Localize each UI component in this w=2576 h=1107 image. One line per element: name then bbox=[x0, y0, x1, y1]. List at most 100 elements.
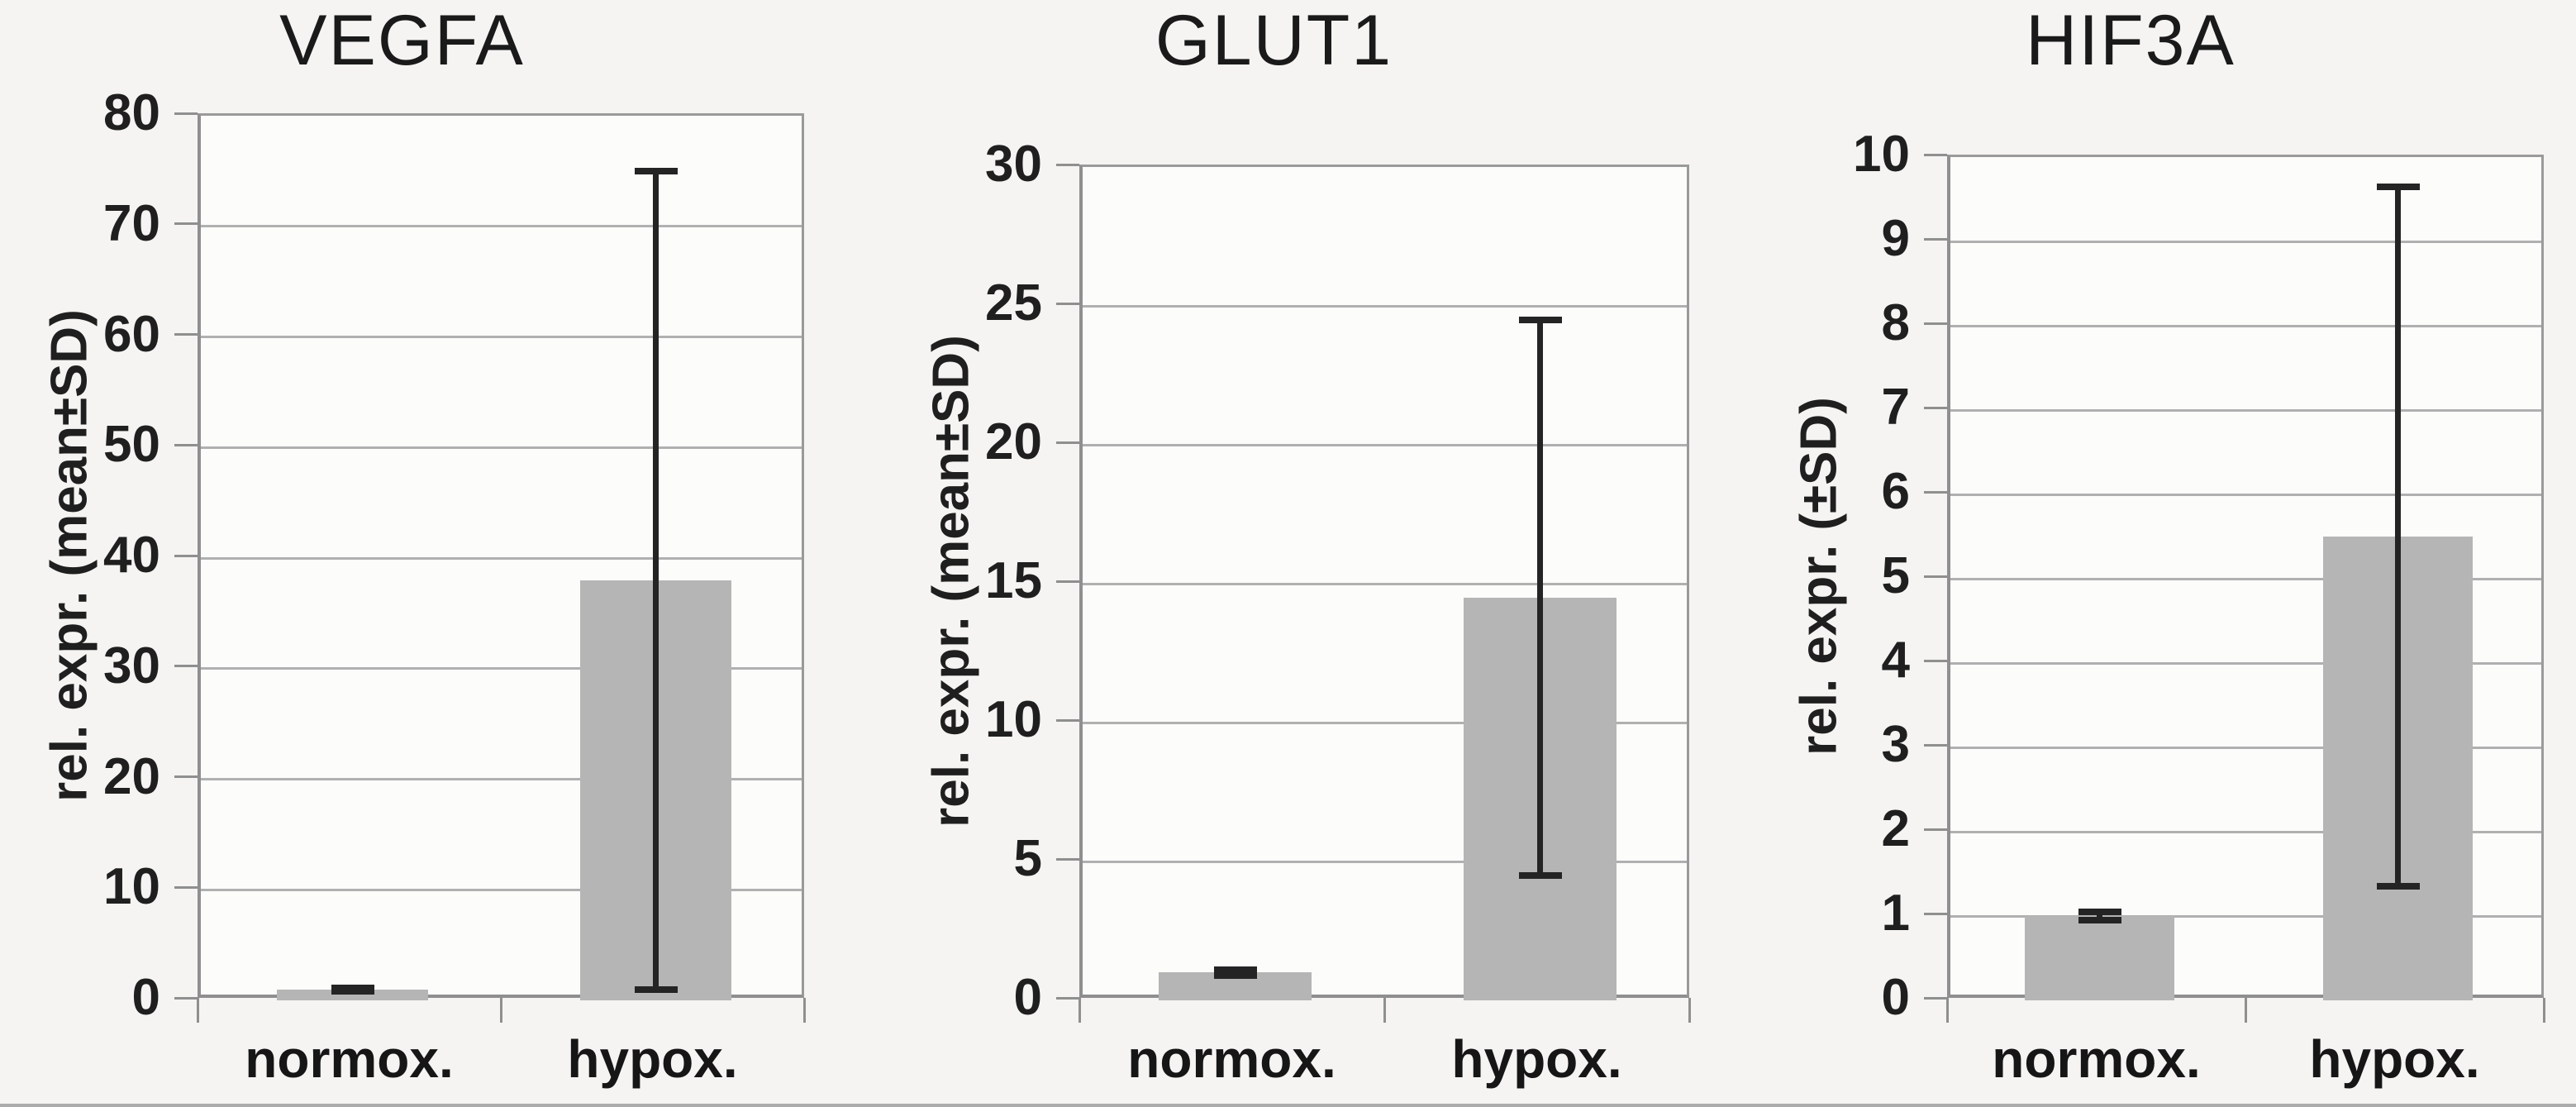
error-bar-cap bbox=[634, 985, 678, 993]
y-tick-mark bbox=[1924, 406, 1947, 409]
y-tick-mark bbox=[174, 112, 198, 115]
y-tick-label: 1 bbox=[1881, 885, 1910, 942]
gridline bbox=[1950, 577, 2541, 580]
gridline bbox=[1083, 304, 1687, 308]
y-tick-mark bbox=[1924, 828, 1947, 831]
y-tick-label: 7 bbox=[1881, 379, 1910, 436]
y-tick-label: 2 bbox=[1881, 800, 1910, 857]
y-tick-label: 20 bbox=[103, 747, 160, 805]
y-tick-mark bbox=[1056, 163, 1079, 166]
y-tick-label: 10 bbox=[985, 691, 1042, 748]
plot-area bbox=[198, 113, 804, 1000]
y-tick-label: 30 bbox=[985, 136, 1042, 193]
gridline bbox=[1950, 830, 2541, 833]
plot-area bbox=[1947, 155, 2544, 1000]
gridline bbox=[1950, 914, 2541, 918]
x-category-label-normox: normox. bbox=[1992, 1029, 2201, 1089]
y-tick-label: 60 bbox=[103, 305, 160, 363]
gridline bbox=[1950, 661, 2541, 665]
y-tick-mark bbox=[1056, 580, 1079, 583]
x-tick-mark bbox=[2244, 998, 2247, 1023]
error-bar-cap bbox=[2078, 908, 2121, 915]
chart-title: VEGFA bbox=[279, 1, 525, 80]
error-bar-line bbox=[2395, 186, 2401, 887]
y-tick-label: 8 bbox=[1881, 294, 1910, 351]
gridline bbox=[201, 446, 802, 449]
gridline bbox=[201, 667, 802, 670]
gridline bbox=[1950, 240, 2541, 243]
gridline bbox=[1950, 408, 2541, 412]
y-tick-mark bbox=[174, 665, 198, 668]
x-category-label-hypox: hypox. bbox=[1451, 1029, 1622, 1089]
error-bar-line bbox=[1537, 319, 1543, 876]
y-tick-mark bbox=[1056, 441, 1079, 444]
x-tick-mark bbox=[1688, 998, 1691, 1023]
x-tick-mark bbox=[1383, 998, 1386, 1023]
x-tick-mark bbox=[499, 998, 502, 1023]
y-tick-mark bbox=[174, 222, 198, 226]
x-category-label-hypox: hypox. bbox=[2309, 1029, 2480, 1089]
plot-area bbox=[1079, 165, 1689, 1000]
x-tick-mark bbox=[802, 998, 806, 1023]
y-tick-label: 30 bbox=[103, 637, 160, 694]
chart-title: HIF3A bbox=[2026, 1, 2236, 80]
y-tick-mark bbox=[174, 333, 198, 336]
y-tick-label: 5 bbox=[1013, 830, 1042, 887]
y-tick-label: 40 bbox=[103, 527, 160, 584]
y-tick-mark bbox=[1924, 575, 1947, 578]
x-category-label-normox: normox. bbox=[1127, 1029, 1336, 1089]
y-tick-label: 0 bbox=[131, 969, 160, 1026]
y-tick-label: 20 bbox=[985, 413, 1042, 470]
error-bar-cap bbox=[1518, 871, 1562, 879]
x-category-label-hypox: hypox. bbox=[567, 1029, 738, 1089]
x-tick-mark bbox=[1078, 998, 1081, 1023]
y-tick-label: 0 bbox=[1881, 969, 1910, 1026]
y-tick-label: 70 bbox=[103, 194, 160, 252]
x-tick-mark bbox=[2542, 998, 2545, 1023]
error-bar-cap bbox=[634, 167, 678, 174]
y-tick-label: 5 bbox=[1881, 547, 1910, 604]
figure-bottom-rule bbox=[0, 1104, 2576, 1107]
error-bar-cap bbox=[2376, 883, 2420, 890]
y-tick-mark bbox=[1924, 743, 1947, 747]
error-bar-line bbox=[653, 170, 659, 990]
error-bar-cap bbox=[1213, 966, 1257, 974]
gridline bbox=[1950, 493, 2541, 496]
y-tick-mark bbox=[174, 996, 198, 1000]
y-tick-mark bbox=[1924, 490, 1947, 494]
gridline bbox=[1083, 860, 1687, 863]
error-bar-cap bbox=[2376, 183, 2420, 190]
y-tick-mark bbox=[174, 443, 198, 446]
y-tick-label: 10 bbox=[1853, 126, 1910, 183]
y-tick-mark bbox=[1924, 659, 1947, 662]
x-tick-mark bbox=[1945, 998, 1949, 1023]
y-tick-mark bbox=[1924, 322, 1947, 325]
y-tick-mark bbox=[1056, 996, 1079, 1000]
gridline bbox=[1083, 443, 1687, 446]
gridline bbox=[1950, 746, 2541, 749]
error-bar-cap bbox=[331, 987, 374, 995]
gridline bbox=[1083, 721, 1687, 724]
bar-normox bbox=[2025, 916, 2174, 1000]
y-tick-mark bbox=[1056, 857, 1079, 861]
y-tick-label: 10 bbox=[103, 858, 160, 916]
chart-panel-glut1: GLUT1 rel. expr. (mean±SD) normox. hypox… bbox=[859, 0, 1717, 1107]
error-bar-cap bbox=[2078, 917, 2121, 924]
x-tick-mark bbox=[196, 998, 199, 1023]
gridline bbox=[201, 225, 802, 228]
y-tick-label: 9 bbox=[1881, 210, 1910, 267]
y-tick-label: 80 bbox=[103, 84, 160, 141]
gridline bbox=[201, 778, 802, 780]
y-tick-label: 50 bbox=[103, 416, 160, 474]
y-tick-label: 3 bbox=[1881, 716, 1910, 773]
gridline bbox=[201, 888, 802, 891]
y-tick-label: 15 bbox=[985, 552, 1042, 609]
y-tick-label: 0 bbox=[1013, 969, 1042, 1026]
y-tick-mark bbox=[1056, 718, 1079, 722]
y-tick-mark bbox=[1924, 912, 1947, 915]
error-bar-cap bbox=[1518, 316, 1562, 323]
y-tick-label: 6 bbox=[1881, 463, 1910, 520]
y-tick-mark bbox=[1924, 996, 1947, 1000]
